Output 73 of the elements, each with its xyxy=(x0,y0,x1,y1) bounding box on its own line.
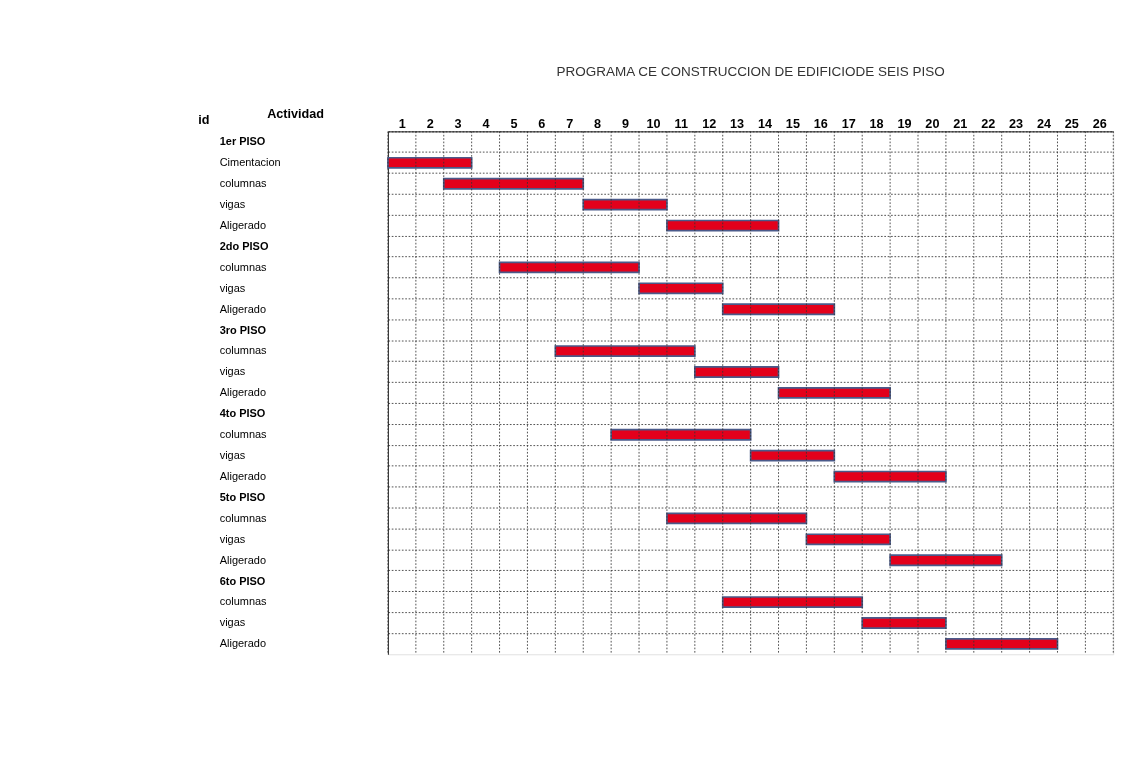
y-tick-label: vigas xyxy=(219,365,246,378)
bar xyxy=(442,177,585,190)
x-tick-label: 13 xyxy=(730,116,745,131)
y-tick-label: vigas xyxy=(219,616,246,629)
bar xyxy=(861,617,947,629)
x-tick-label: 17 xyxy=(841,116,856,131)
bar xyxy=(777,386,891,399)
bar xyxy=(638,282,724,295)
x-tick-label: 9 xyxy=(622,116,630,131)
y-tick-label: 4to PISO xyxy=(219,407,266,420)
x-tick-label: 23 xyxy=(1009,116,1024,131)
y-tick-label: Aligerado xyxy=(219,637,266,650)
bar xyxy=(889,554,1003,567)
x-tick-label: 10 xyxy=(646,116,661,131)
x-tick-label: 19 xyxy=(897,116,912,131)
x-tick-label: 7 xyxy=(566,116,574,131)
x-tick-label: 5 xyxy=(510,116,518,131)
y-tick-label: columnas xyxy=(219,344,268,357)
bar xyxy=(693,366,780,378)
y-tick-label: Aligerado xyxy=(219,469,266,482)
x-tick-label: 16 xyxy=(813,116,828,131)
bar xyxy=(721,596,864,608)
x-tick-label: 24 xyxy=(1036,116,1051,131)
x-tick-label: 11 xyxy=(674,116,688,131)
chart-title: PROGRAMA CE CONSTRUCCION DE EDIFICIODE SEIS PISO xyxy=(556,63,945,79)
x-tick-label: 1 xyxy=(398,116,406,131)
x-tick-label: 21 xyxy=(953,116,968,131)
x-tick-label: 20 xyxy=(925,116,940,131)
x-tick-label: 15 xyxy=(785,116,800,131)
y-tick-label: columnas xyxy=(219,428,268,441)
x-tick-label: 26 xyxy=(1092,116,1107,131)
y-tick-label: columnas xyxy=(219,260,268,273)
x-tick-label: 8 xyxy=(594,116,602,131)
bar xyxy=(666,219,780,232)
bar xyxy=(666,512,808,525)
y-tick-label: columnas xyxy=(219,177,268,190)
x-tick-label: 3 xyxy=(454,116,462,131)
x-tick-label: 6 xyxy=(538,116,546,131)
y-tick-label: 5to PISO xyxy=(219,490,266,503)
y-tick-label: vigas xyxy=(219,532,246,545)
bar xyxy=(610,428,752,441)
bar xyxy=(749,449,836,462)
y-tick-label: columnas xyxy=(219,511,268,524)
y-tick-label: vigas xyxy=(219,449,246,462)
x-tick-label: 25 xyxy=(1064,116,1079,131)
y-axis-title: Actividad xyxy=(267,106,325,121)
x-tick-label: 12 xyxy=(702,116,717,131)
y-tick-label: vigas xyxy=(219,281,246,294)
y-tick-label: 3ro PISO xyxy=(219,323,267,336)
y-tick-label: columnas xyxy=(219,595,268,608)
bar xyxy=(805,533,891,546)
x-tick-label: 2 xyxy=(426,116,434,131)
bar xyxy=(582,198,668,211)
x-tick-label: 18 xyxy=(869,116,884,131)
bar xyxy=(833,470,947,483)
bar xyxy=(945,637,1059,650)
y-tick-label: 1er PISO xyxy=(219,135,266,148)
bar xyxy=(721,303,836,316)
y-tick-label: 2do PISO xyxy=(219,239,269,252)
y-tick-label: Aligerado xyxy=(219,386,266,399)
bar xyxy=(554,345,696,357)
x-tick-label: 14 xyxy=(757,116,773,131)
y-tick-label: vigas xyxy=(219,198,246,211)
x-tick-label: 22 xyxy=(981,116,996,131)
bar xyxy=(498,261,640,274)
y-tick-label: Aligerado xyxy=(219,302,266,315)
y-tick-label: Aligerado xyxy=(219,218,266,231)
y-tick-label: 6to PISO xyxy=(219,574,266,587)
y-tick-label: Aligerado xyxy=(219,553,266,566)
text: id xyxy=(198,112,210,127)
bar xyxy=(387,156,473,169)
y-tick-label: Cimentacion xyxy=(219,156,281,169)
x-tick-label: 4 xyxy=(482,116,490,131)
